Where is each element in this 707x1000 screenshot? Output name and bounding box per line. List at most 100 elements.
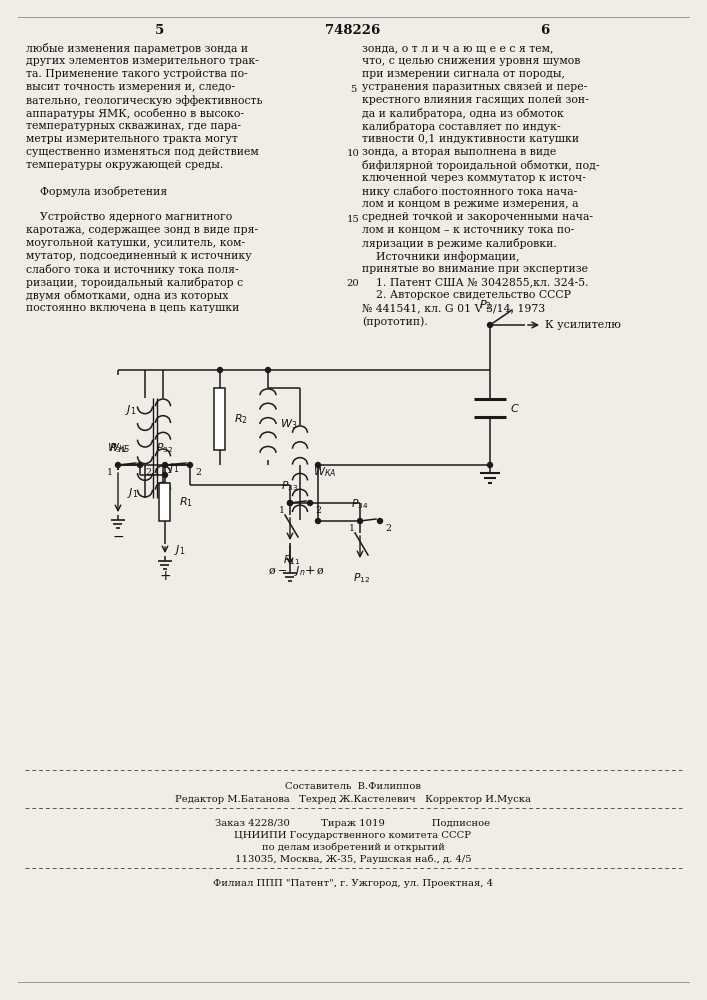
- Text: 6: 6: [540, 23, 549, 36]
- Circle shape: [163, 473, 168, 478]
- Text: ляризации в режиме калибровки.: ляризации в режиме калибровки.: [362, 238, 556, 249]
- Text: 15: 15: [346, 215, 359, 224]
- Text: 1: 1: [279, 506, 285, 515]
- Text: $W_{КБ}$: $W_{КБ}$: [107, 441, 131, 455]
- Text: 2: 2: [315, 506, 321, 515]
- Text: нику слабого постоянного тока нача-: нику слабого постоянного тока нача-: [362, 186, 577, 197]
- Text: 20: 20: [346, 279, 359, 288]
- Text: Составитель  В.Филиппов: Составитель В.Филиппов: [285, 782, 421, 791]
- Text: устранения паразитных связей и пере-: устранения паразитных связей и пере-: [362, 82, 588, 92]
- Circle shape: [187, 462, 192, 468]
- Text: других элементов измерительного трак-: других элементов измерительного трак-: [26, 56, 259, 66]
- Circle shape: [315, 518, 320, 524]
- Circle shape: [115, 462, 120, 468]
- Text: $W_{КА}$: $W_{КА}$: [313, 466, 337, 479]
- Text: Источники информации,: Источники информации,: [362, 251, 520, 262]
- Text: 1: 1: [349, 524, 355, 533]
- Circle shape: [358, 518, 363, 524]
- Text: $P_{12}$: $P_{12}$: [354, 571, 370, 585]
- Text: $W_3$: $W_3$: [280, 417, 297, 431]
- Text: мутатор, подсоединенный к источнику: мутатор, подсоединенный к источнику: [26, 251, 252, 261]
- Text: любые изменения параметров зонда и: любые изменения параметров зонда и: [26, 43, 248, 54]
- Text: $J_1$: $J_1$: [168, 461, 180, 475]
- Text: $C$: $C$: [510, 402, 520, 414]
- Text: 10: 10: [346, 149, 359, 158]
- Text: Заказ 4228/30          Тираж 1019               Подписное: Заказ 4228/30 Тираж 1019 Подписное: [216, 819, 491, 828]
- Text: ø: ø: [317, 566, 323, 576]
- Text: $P_{31}$: $P_{31}$: [110, 441, 127, 455]
- Text: двумя обмотками, одна из которых: двумя обмотками, одна из которых: [26, 290, 228, 301]
- Text: № 441541, кл. G 01 V 3/14, 1973: № 441541, кл. G 01 V 3/14, 1973: [362, 303, 545, 313]
- Text: крестного влияния гасящих полей зон-: крестного влияния гасящих полей зон-: [362, 95, 589, 105]
- Text: что, с целью снижения уровня шумов: что, с целью снижения уровня шумов: [362, 56, 580, 66]
- Text: высит точность измерения и, следо-: высит точность измерения и, следо-: [26, 82, 235, 92]
- Text: $R_2$: $R_2$: [234, 412, 248, 426]
- Text: 5: 5: [156, 23, 165, 36]
- Text: $J_1$: $J_1$: [127, 486, 139, 499]
- Text: 1. Патент США № 3042855,кл. 324-5.: 1. Патент США № 3042855,кл. 324-5.: [362, 277, 588, 287]
- Text: +: +: [305, 564, 315, 578]
- Text: 2. Авторское свидетельство СССР: 2. Авторское свидетельство СССР: [362, 290, 571, 300]
- Text: вательно, геологическую эффективность: вательно, геологическую эффективность: [26, 95, 262, 106]
- Text: моугольной катушки, усилитель, ком-: моугольной катушки, усилитель, ком-: [26, 238, 245, 248]
- Bar: [160, 483, 170, 521]
- Text: −: −: [112, 530, 124, 544]
- Text: Устройство ядерного магнитного: Устройство ядерного магнитного: [26, 212, 233, 222]
- Text: лом и концом – к источнику тока по-: лом и концом – к источнику тока по-: [362, 225, 574, 235]
- Text: 2: 2: [145, 468, 151, 477]
- Text: постоянно включена в цепь катушки: постоянно включена в цепь катушки: [26, 303, 240, 313]
- Text: $P_{11}$: $P_{11}$: [284, 553, 300, 567]
- Text: ø: ø: [269, 566, 275, 576]
- Text: да и калибратора, одна из обмоток: да и калибратора, одна из обмоток: [362, 108, 563, 119]
- Circle shape: [488, 462, 493, 468]
- Text: метры измерительного тракта могут: метры измерительного тракта могут: [26, 134, 238, 144]
- Text: $P_{33}$: $P_{33}$: [281, 479, 298, 493]
- Text: 1: 1: [154, 468, 160, 477]
- Text: $P_2$: $P_2$: [479, 298, 491, 312]
- Text: существенно изменяться под действием: существенно изменяться под действием: [26, 147, 259, 157]
- Text: 2: 2: [385, 524, 391, 533]
- Text: +: +: [159, 569, 171, 583]
- Text: 1: 1: [107, 468, 113, 477]
- Text: бифилярной тороидальной обмотки, под-: бифилярной тороидальной обмотки, под-: [362, 160, 600, 171]
- Text: зонда, а вторая выполнена в виде: зонда, а вторая выполнена в виде: [362, 147, 556, 157]
- Text: $P_{32}$: $P_{32}$: [156, 441, 173, 455]
- Text: средней точкой и закороченными нача-: средней точкой и закороченными нача-: [362, 212, 593, 222]
- Text: температуры окружающей среды.: температуры окружающей среды.: [26, 160, 223, 170]
- Text: аппаратуры ЯМК, особенно в высоко-: аппаратуры ЯМК, особенно в высоко-: [26, 108, 244, 119]
- Text: (прототип).: (прототип).: [362, 316, 428, 327]
- Circle shape: [163, 462, 168, 468]
- Text: ключенной через коммутатор к источ-: ключенной через коммутатор к источ-: [362, 173, 586, 183]
- Text: 5: 5: [350, 85, 356, 94]
- Circle shape: [378, 518, 382, 524]
- Circle shape: [266, 367, 271, 372]
- Text: Редактор М.Батанова   Техред Ж.Кастелевич   Корректор И.Муска: Редактор М.Батанова Техред Ж.Кастелевич …: [175, 795, 531, 804]
- Text: Филиал ППП "Патент", г. Ужгород, ул. Проектная, 4: Филиал ППП "Патент", г. Ужгород, ул. Про…: [213, 879, 493, 888]
- Text: слабого тока и источнику тока поля-: слабого тока и источнику тока поля-: [26, 264, 239, 275]
- Circle shape: [308, 500, 312, 506]
- Text: каротажа, содержащее зонд в виде пря-: каротажа, содержащее зонд в виде пря-: [26, 225, 258, 235]
- Text: по делам изобретений и открытий: по делам изобретений и открытий: [262, 843, 445, 852]
- Text: $J_1$: $J_1$: [174, 543, 185, 557]
- Text: К усилителю: К усилителю: [545, 320, 621, 330]
- Text: 748226: 748226: [325, 23, 380, 36]
- Text: Формула изобретения: Формула изобретения: [26, 186, 168, 197]
- Text: зонда, о т л и ч а ю щ е е с я тем,: зонда, о т л и ч а ю щ е е с я тем,: [362, 43, 554, 53]
- Bar: [214, 388, 226, 450]
- Circle shape: [288, 500, 293, 506]
- Text: ЦНИИПИ Государственного комитета СССР: ЦНИИПИ Государственного комитета СССР: [235, 831, 472, 840]
- Text: ризации, тороидальный калибратор с: ризации, тороидальный калибратор с: [26, 277, 243, 288]
- Circle shape: [288, 500, 293, 506]
- Text: калибратора составляет по индук-: калибратора составляет по индук-: [362, 121, 561, 132]
- Text: температурных скважинах, где пара-: температурных скважинах, где пара-: [26, 121, 241, 131]
- Text: $P_{34}$: $P_{34}$: [351, 497, 368, 511]
- Text: тивности 0,1 индуктивности катушки: тивности 0,1 индуктивности катушки: [362, 134, 579, 144]
- Text: 113035, Москва, Ж-35, Раушская наб., д. 4/5: 113035, Москва, Ж-35, Раушская наб., д. …: [235, 855, 472, 864]
- Text: принятые во внимание при экспертизе: принятые во внимание при экспертизе: [362, 264, 588, 274]
- Text: $J_1$: $J_1$: [125, 403, 136, 417]
- Text: $J_n$: $J_n$: [294, 564, 305, 578]
- Text: $R_1$: $R_1$: [179, 495, 193, 509]
- Text: 2: 2: [195, 468, 201, 477]
- Circle shape: [488, 322, 493, 328]
- Text: при измерении сигнала от породы,: при измерении сигнала от породы,: [362, 69, 565, 79]
